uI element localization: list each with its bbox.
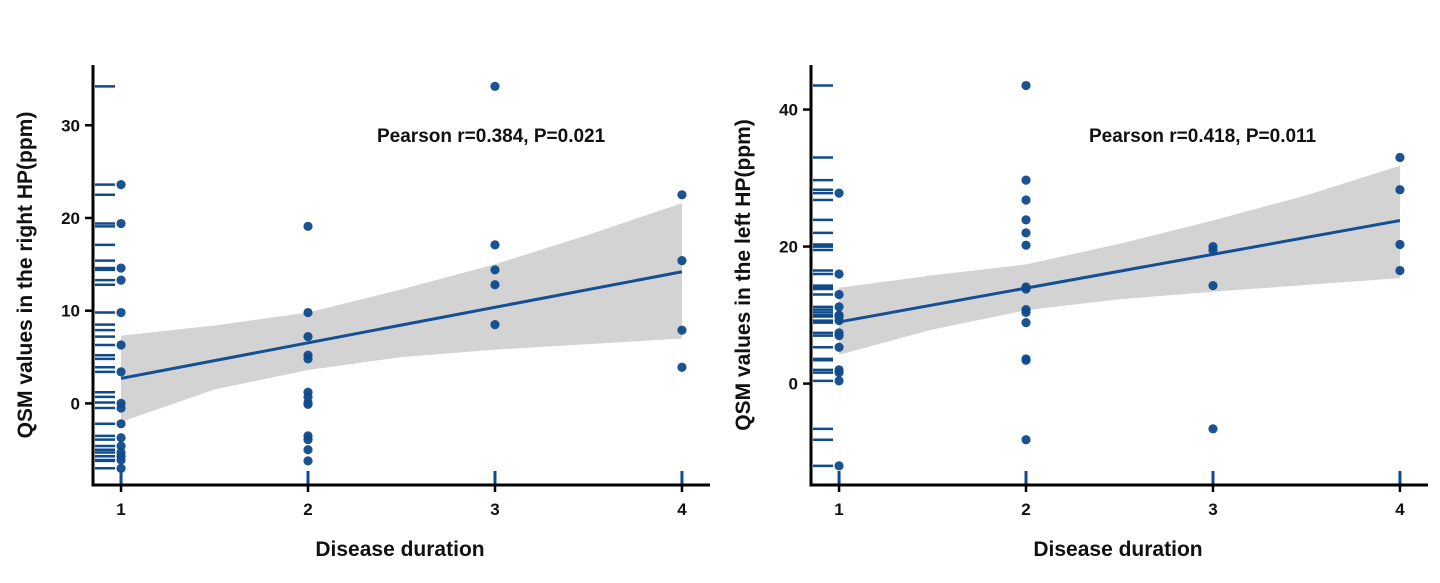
data-point: [1021, 307, 1031, 317]
data-point: [116, 275, 126, 285]
data-point: [303, 307, 313, 318]
data-point: [834, 376, 844, 386]
x-tick-label: 1: [834, 500, 843, 519]
x-tick-label: 1: [116, 500, 125, 519]
confidence-band: [121, 203, 682, 422]
data-point: [677, 362, 687, 372]
data-point: [834, 331, 844, 341]
data-point: [490, 240, 500, 250]
x-axis-label: Disease duration: [1033, 538, 1202, 561]
data-point: [1208, 424, 1218, 434]
data-point: [116, 403, 126, 413]
data-point: [116, 367, 126, 377]
data-point: [1208, 281, 1218, 291]
data-point: [1021, 80, 1031, 91]
data-point: [490, 265, 500, 275]
y-tick-label: 40: [779, 101, 798, 120]
data-point: [677, 190, 687, 200]
data-point: [303, 354, 313, 364]
data-point: [303, 434, 313, 445]
data-point: [116, 433, 126, 443]
data-point: [1021, 284, 1031, 294]
data-point: [490, 280, 500, 290]
data-point: [834, 302, 844, 312]
data-point: [116, 307, 126, 318]
chart-right-hp: 0 10 20 30 1 2 3 4 Pearson r=0.384, P=0.021 Dis…: [14, 65, 710, 561]
confidence-band: [839, 165, 1400, 355]
x-tick-label: 3: [490, 500, 499, 519]
regression-line: [120, 270, 683, 380]
data-point: [303, 332, 313, 342]
pearson-annotation: Pearson r=0.384, P=0.021: [377, 126, 606, 147]
x-tick-label: 3: [1208, 500, 1217, 519]
data-point: [1021, 240, 1031, 250]
data-point: [303, 399, 313, 409]
data-point: [303, 221, 313, 231]
y-tick-label: 0: [71, 394, 80, 413]
data-point: [116, 419, 126, 429]
data-point: [116, 218, 126, 229]
data-point: [1021, 318, 1031, 328]
x-axis-label: Disease duration: [315, 538, 484, 561]
y-axis-label: QSM values in the left HP(ppm): [732, 119, 755, 431]
x-tick-label: 4: [1395, 500, 1405, 519]
y-axis-label: QSM values in the right HP(ppm): [14, 112, 37, 439]
y-tick-label: 20: [779, 238, 798, 257]
data-point: [1021, 175, 1031, 185]
y-tick-label: 0: [789, 375, 798, 394]
data-point: [116, 263, 126, 273]
chart-left-hp: 0 20 40 1 2 3 4 Pearson r=0.418, P=0.011 Disea…: [732, 65, 1428, 561]
data-point: [834, 315, 844, 326]
data-point: [1021, 215, 1031, 225]
data-point: [1395, 265, 1405, 276]
x-tick-label: 2: [303, 500, 312, 519]
x-tick-label: 2: [1021, 500, 1030, 519]
data-point: [834, 289, 844, 300]
data-point: [490, 320, 500, 330]
data-point: [1021, 228, 1031, 238]
x-tick-label: 4: [677, 500, 687, 519]
data-point: [1021, 195, 1031, 205]
data-point: [1021, 435, 1031, 445]
data-point: [834, 461, 844, 471]
data-point: [834, 368, 844, 378]
y-tick-label: 30: [61, 116, 80, 135]
data-point: [116, 455, 126, 465]
data-point: [1021, 355, 1031, 365]
data-point: [834, 342, 844, 352]
data-point: [116, 340, 126, 350]
data-point: [116, 441, 126, 451]
data-point: [1395, 239, 1405, 250]
data-point: [1395, 185, 1405, 195]
regression-line: [838, 219, 1401, 324]
y-tick-label: 20: [61, 209, 80, 228]
data-point: [1395, 152, 1405, 163]
data-point: [677, 256, 687, 266]
data-point: [303, 445, 313, 455]
pearson-annotation: Pearson r=0.418, P=0.011: [1089, 126, 1317, 147]
data-point: [1208, 245, 1218, 255]
data-point: [834, 269, 844, 279]
data-point: [490, 81, 500, 91]
data-point: [303, 456, 313, 466]
y-tick-label: 10: [61, 302, 80, 321]
data-point: [116, 180, 126, 190]
data-point: [834, 188, 844, 198]
data-point: [677, 325, 687, 335]
data-point: [116, 463, 126, 473]
